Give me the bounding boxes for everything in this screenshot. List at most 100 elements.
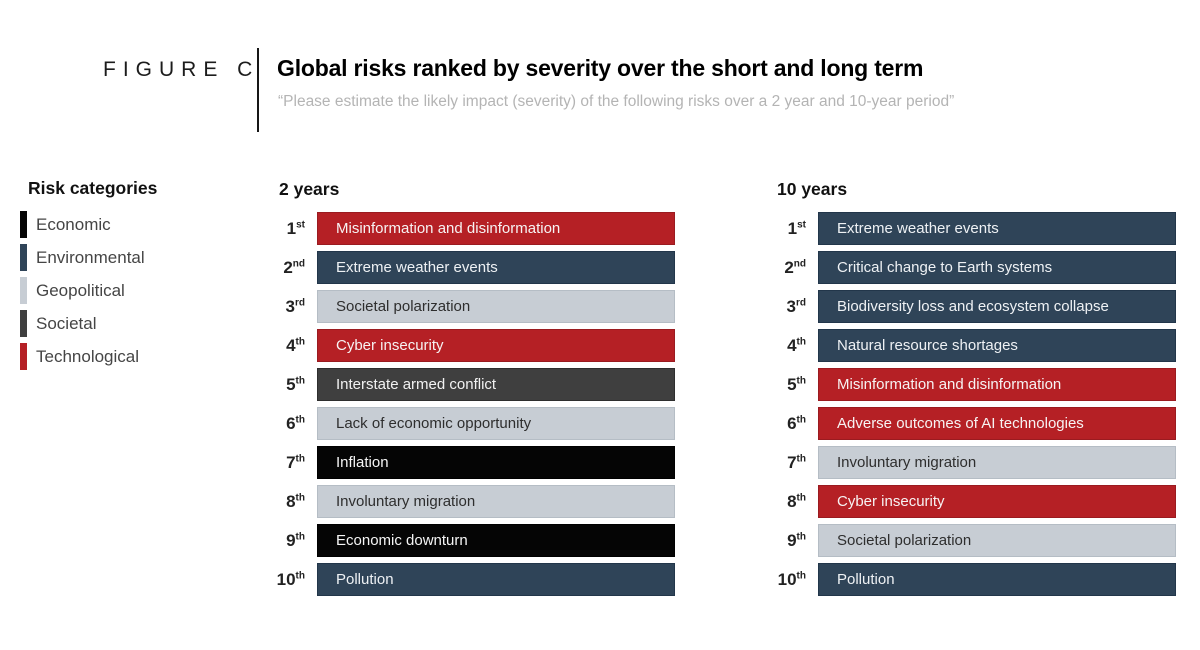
risk-bar: Societal polarization bbox=[818, 524, 1176, 557]
risk-bar: Involuntary migration bbox=[818, 446, 1176, 479]
rank-label: 3rd bbox=[786, 297, 806, 316]
rank-bar-gap bbox=[806, 368, 818, 401]
legend-items: Economic Environmental Geopolitical Societa… bbox=[20, 211, 250, 370]
rank-row: 9th Economic downturn bbox=[255, 524, 675, 557]
rank-label: 8th bbox=[286, 492, 305, 511]
rank-label: 9th bbox=[787, 531, 806, 550]
risk-bar: Interstate armed conflict bbox=[317, 368, 675, 401]
rank-row: 2nd Critical change to Earth systems bbox=[750, 251, 1176, 284]
legend-item-environmental: Environmental bbox=[20, 244, 250, 271]
rank-label: 5th bbox=[286, 375, 305, 394]
rank-bar-gap bbox=[806, 407, 818, 440]
rank-row: 5th Misinformation and disinformation bbox=[750, 368, 1176, 401]
risk-bar: Economic downturn bbox=[317, 524, 675, 557]
risk-bar: Adverse outcomes of AI technologies bbox=[818, 407, 1176, 440]
figure-subtitle: “Please estimate the likely impact (seve… bbox=[278, 93, 955, 110]
rank-label: 7th bbox=[787, 453, 806, 472]
rank-bar-gap bbox=[305, 524, 317, 557]
rank-label: 9th bbox=[286, 531, 305, 550]
rank-row: 10th Pollution bbox=[255, 563, 675, 596]
rank-row: 7th Inflation bbox=[255, 446, 675, 479]
column-header-2-years: 2 years bbox=[279, 179, 340, 199]
risk-bar: Involuntary migration bbox=[317, 485, 675, 518]
rank-label: 7th bbox=[286, 453, 305, 472]
risk-bar: Inflation bbox=[317, 446, 675, 479]
legend-label: Geopolitical bbox=[36, 280, 125, 300]
risk-bar: Cyber insecurity bbox=[818, 485, 1176, 518]
legend-swatch-red bbox=[20, 343, 27, 370]
legend-swatch-light_gray bbox=[20, 277, 27, 304]
column-header-10-years: 10 years bbox=[777, 179, 848, 199]
rank-row: 6th Adverse outcomes of AI technologies bbox=[750, 407, 1176, 440]
legend-label: Environmental bbox=[36, 247, 145, 267]
rank-bar-gap bbox=[806, 524, 818, 557]
rank-label: 6th bbox=[787, 414, 806, 433]
risk-bar: Misinformation and disinformation bbox=[818, 368, 1176, 401]
legend-swatch-dark_gray bbox=[20, 310, 27, 337]
risk-bar: Extreme weather events bbox=[317, 251, 675, 284]
rank-label: 1st bbox=[286, 219, 305, 238]
risk-bar: Natural resource shortages bbox=[818, 329, 1176, 362]
risk-bar: Biodiversity loss and ecosystem collapse bbox=[818, 290, 1176, 323]
legend-label: Societal bbox=[36, 313, 97, 333]
risk-bar: Misinformation and disinformation bbox=[317, 212, 675, 245]
risk-bar: Societal polarization bbox=[317, 290, 675, 323]
rank-bar-gap bbox=[806, 251, 818, 284]
rank-bar-gap bbox=[305, 251, 317, 284]
ranking-rows-2-years: 1st Misinformation and disinformation 2nd E… bbox=[255, 212, 675, 602]
rank-bar-gap bbox=[305, 407, 317, 440]
risk-bar: Pollution bbox=[317, 563, 675, 596]
rank-bar-gap bbox=[806, 290, 818, 323]
rank-label: 10th bbox=[777, 570, 806, 589]
rank-bar-gap bbox=[806, 563, 818, 596]
rank-row: 10th Pollution bbox=[750, 563, 1176, 596]
rank-label: 5th bbox=[787, 375, 806, 394]
legend-label: Economic bbox=[36, 214, 111, 234]
ranking-column-2-years: 2 years 1st Misinformation and disinforma… bbox=[255, 179, 675, 596]
rank-label: 4th bbox=[787, 336, 806, 355]
rank-label: 4th bbox=[286, 336, 305, 355]
rank-bar-gap bbox=[806, 446, 818, 479]
rank-bar-gap bbox=[806, 329, 818, 362]
rank-bar-gap bbox=[806, 485, 818, 518]
risk-bar: Pollution bbox=[818, 563, 1176, 596]
rank-row: 4th Natural resource shortages bbox=[750, 329, 1176, 362]
rank-label: 10th bbox=[276, 570, 305, 589]
legend-item-geopolitical: Geopolitical bbox=[20, 277, 250, 304]
legend-item-economic: Economic bbox=[20, 211, 250, 238]
legend-swatch-dark_blue bbox=[20, 244, 27, 271]
figure-label: FIGURE C bbox=[103, 58, 260, 81]
rank-row: 5th Interstate armed conflict bbox=[255, 368, 675, 401]
rank-bar-gap bbox=[305, 368, 317, 401]
rank-bar-gap bbox=[305, 329, 317, 362]
rank-row: 1st Misinformation and disinformation bbox=[255, 212, 675, 245]
rank-label: 8th bbox=[787, 492, 806, 511]
rank-row: 3rd Societal polarization bbox=[255, 290, 675, 323]
rank-label: 3rd bbox=[285, 297, 305, 316]
rank-bar-gap bbox=[305, 446, 317, 479]
risk-categories-legend: Risk categories Economic Environmental Geo… bbox=[20, 178, 250, 376]
rank-row: 6th Lack of economic opportunity bbox=[255, 407, 675, 440]
rank-bar-gap bbox=[305, 485, 317, 518]
rank-row: 1st Extreme weather events bbox=[750, 212, 1176, 245]
rank-bar-gap bbox=[305, 212, 317, 245]
risk-bar: Critical change to Earth systems bbox=[818, 251, 1176, 284]
rank-row: 8th Cyber insecurity bbox=[750, 485, 1176, 518]
rank-row: 7th Involuntary migration bbox=[750, 446, 1176, 479]
legend-label: Technological bbox=[36, 346, 140, 366]
rank-row: 4th Cyber insecurity bbox=[255, 329, 675, 362]
rank-label: 1st bbox=[787, 219, 806, 238]
rank-row: 3rd Biodiversity loss and ecosystem colla… bbox=[750, 290, 1176, 323]
risk-bar: Cyber insecurity bbox=[317, 329, 675, 362]
risk-bar: Extreme weather events bbox=[818, 212, 1176, 245]
rank-row: 2nd Extreme weather events bbox=[255, 251, 675, 284]
ranking-column-10-years: 10 years 1st Extreme weather events 2nd Cri… bbox=[750, 179, 1176, 596]
rank-bar-gap bbox=[305, 290, 317, 323]
risk-bar: Lack of economic opportunity bbox=[317, 407, 675, 440]
rank-bar-gap bbox=[305, 563, 317, 596]
rank-label: 6th bbox=[286, 414, 305, 433]
rank-row: 8th Involuntary migration bbox=[255, 485, 675, 518]
legend-item-societal: Societal bbox=[20, 310, 250, 337]
legend-title: Risk categories bbox=[28, 178, 158, 198]
